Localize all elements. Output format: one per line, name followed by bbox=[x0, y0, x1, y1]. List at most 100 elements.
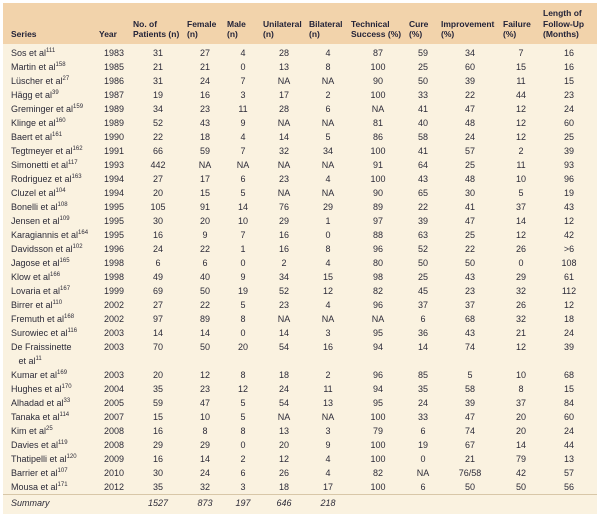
value-cell: 76 bbox=[278, 201, 289, 212]
value-cell: 2003 bbox=[103, 341, 125, 352]
value-cell: 39 bbox=[417, 215, 428, 226]
value-cell: 18 bbox=[278, 481, 289, 492]
value-cell: 12 bbox=[515, 131, 526, 142]
value-cell: 23 bbox=[278, 299, 289, 310]
value-cell: 2005 bbox=[103, 397, 125, 408]
value-cell: 57 bbox=[563, 467, 574, 478]
value-cell: NA bbox=[277, 187, 291, 198]
value-cell: 91 bbox=[372, 159, 383, 170]
value-cell: 100 bbox=[370, 173, 386, 184]
table-row: Davies et al119 2008 29 29 0 20 9 100 19 67 14 44 bbox=[3, 438, 597, 452]
value-cell: 25 bbox=[464, 229, 475, 240]
value-cell: 1995 bbox=[103, 201, 125, 212]
value-cell: 30 bbox=[464, 187, 475, 198]
value-cell: 29 bbox=[152, 439, 163, 450]
value-cell: 47 bbox=[464, 103, 475, 114]
value-cell: 100 bbox=[370, 481, 386, 492]
series-cell: Birrer et al110 bbox=[11, 299, 63, 310]
ptra-case-series-table: Series Year No. of Patients (n) Female (n) M… bbox=[3, 3, 597, 514]
column-header-2: No. of Patients (n) bbox=[131, 3, 185, 44]
value-cell: 0 bbox=[240, 257, 246, 268]
value-cell: 8 bbox=[202, 425, 208, 436]
series-cell: Karagiannis et al164 bbox=[11, 229, 89, 240]
reference-superscript: 166 bbox=[50, 271, 61, 278]
series-cell: Hägg et al39 bbox=[11, 89, 59, 100]
value-cell: NA bbox=[277, 117, 291, 128]
value-cell: 0 bbox=[420, 453, 426, 464]
table-row: Bonelli et al108 1995 105 91 14 76 29 89 22 41 37 4… bbox=[3, 200, 597, 214]
value-cell: 29 bbox=[199, 439, 210, 450]
value-cell: 16 bbox=[563, 61, 574, 72]
value-cell: 82 bbox=[372, 467, 383, 478]
value-cell: 60 bbox=[563, 117, 574, 128]
table-row: Davidsson et al102 1996 24 22 1 16 8 96 52 22 26 >6 bbox=[3, 242, 597, 256]
series-cell: Thatipelli et al120 bbox=[11, 453, 77, 464]
value-cell: 89 bbox=[199, 313, 210, 324]
value-cell: 1986 bbox=[103, 75, 125, 86]
value-cell: 98 bbox=[372, 271, 383, 282]
series-cell: Martin et al158 bbox=[11, 61, 66, 72]
value-cell: 29 bbox=[278, 215, 289, 226]
value-cell: 14 bbox=[515, 439, 526, 450]
value-cell: 67 bbox=[464, 439, 475, 450]
table-row: Hägg et al39 1987 19 16 3 17 2 100 33 22 44 23 bbox=[3, 88, 597, 102]
column-header-9: Improvement (%) bbox=[439, 3, 501, 44]
value-cell: 60 bbox=[464, 61, 475, 72]
value-cell: 7 bbox=[240, 75, 246, 86]
series-cell: Jensen et al109 bbox=[11, 215, 70, 226]
series-cell: Klinge et al160 bbox=[11, 117, 66, 128]
value-cell: 20 bbox=[515, 425, 526, 436]
value-cell: 96 bbox=[372, 369, 383, 380]
value-cell: 47 bbox=[199, 397, 210, 408]
value-cell: 39 bbox=[563, 145, 574, 156]
value-cell: 1 bbox=[240, 243, 246, 254]
value-cell: 36 bbox=[417, 327, 428, 338]
value-cell: 2008 bbox=[103, 439, 125, 450]
value-cell: 6 bbox=[420, 425, 426, 436]
value-cell: 3 bbox=[325, 425, 331, 436]
value-cell: >6 bbox=[563, 243, 575, 254]
value-cell: 28 bbox=[278, 103, 289, 114]
value-cell: 1985 bbox=[103, 61, 125, 72]
value-cell: 27 bbox=[199, 47, 210, 58]
value-cell: 9 bbox=[240, 271, 246, 282]
value-cell: 47 bbox=[464, 215, 475, 226]
value-cell: 100 bbox=[370, 411, 386, 422]
value-cell: 18 bbox=[563, 313, 574, 324]
series-cell: Rodriguez et al163 bbox=[11, 173, 82, 184]
value-cell: NA bbox=[321, 159, 335, 170]
value-cell: NA bbox=[277, 159, 291, 170]
summary-value-cell bbox=[439, 493, 501, 514]
value-cell: 79 bbox=[372, 425, 383, 436]
value-cell: 22 bbox=[464, 89, 475, 100]
value-cell: 45 bbox=[417, 285, 428, 296]
value-cell: 5 bbox=[240, 397, 246, 408]
value-cell: 91 bbox=[199, 201, 210, 212]
reference-superscript: 162 bbox=[72, 145, 83, 152]
value-cell: 12 bbox=[322, 285, 333, 296]
value-cell: 1995 bbox=[103, 215, 125, 226]
value-cell: 79 bbox=[515, 453, 526, 464]
value-cell: 30 bbox=[152, 215, 163, 226]
value-cell: 30 bbox=[152, 467, 163, 478]
value-cell: 1989 bbox=[103, 117, 125, 128]
value-cell: 25 bbox=[417, 271, 428, 282]
value-cell: 100 bbox=[370, 453, 386, 464]
table-row: Hughes et al170 2004 35 23 12 24 11 94 35 58 8 15 bbox=[3, 382, 597, 396]
value-cell: 41 bbox=[417, 145, 428, 156]
table-body: Sos et al111 1983 31 27 4 28 4 87 59 34 7 16 Martin … bbox=[3, 43, 597, 514]
value-cell: 9 bbox=[202, 229, 208, 240]
reference-superscript: 11 bbox=[35, 355, 42, 362]
value-cell: 50 bbox=[199, 341, 210, 352]
value-cell: 2002 bbox=[103, 299, 125, 310]
value-cell: 31 bbox=[152, 75, 163, 86]
value-cell: 20 bbox=[152, 187, 163, 198]
series-cell: Tegtmeyer et al162 bbox=[11, 145, 83, 156]
value-cell: 17 bbox=[278, 89, 289, 100]
value-cell: 19 bbox=[563, 187, 574, 198]
series-cell: Kim et al25 bbox=[11, 425, 53, 436]
value-cell: 108 bbox=[561, 257, 577, 268]
value-cell: 23 bbox=[278, 173, 289, 184]
value-cell: 14 bbox=[278, 327, 289, 338]
value-cell: 24 bbox=[199, 75, 210, 86]
